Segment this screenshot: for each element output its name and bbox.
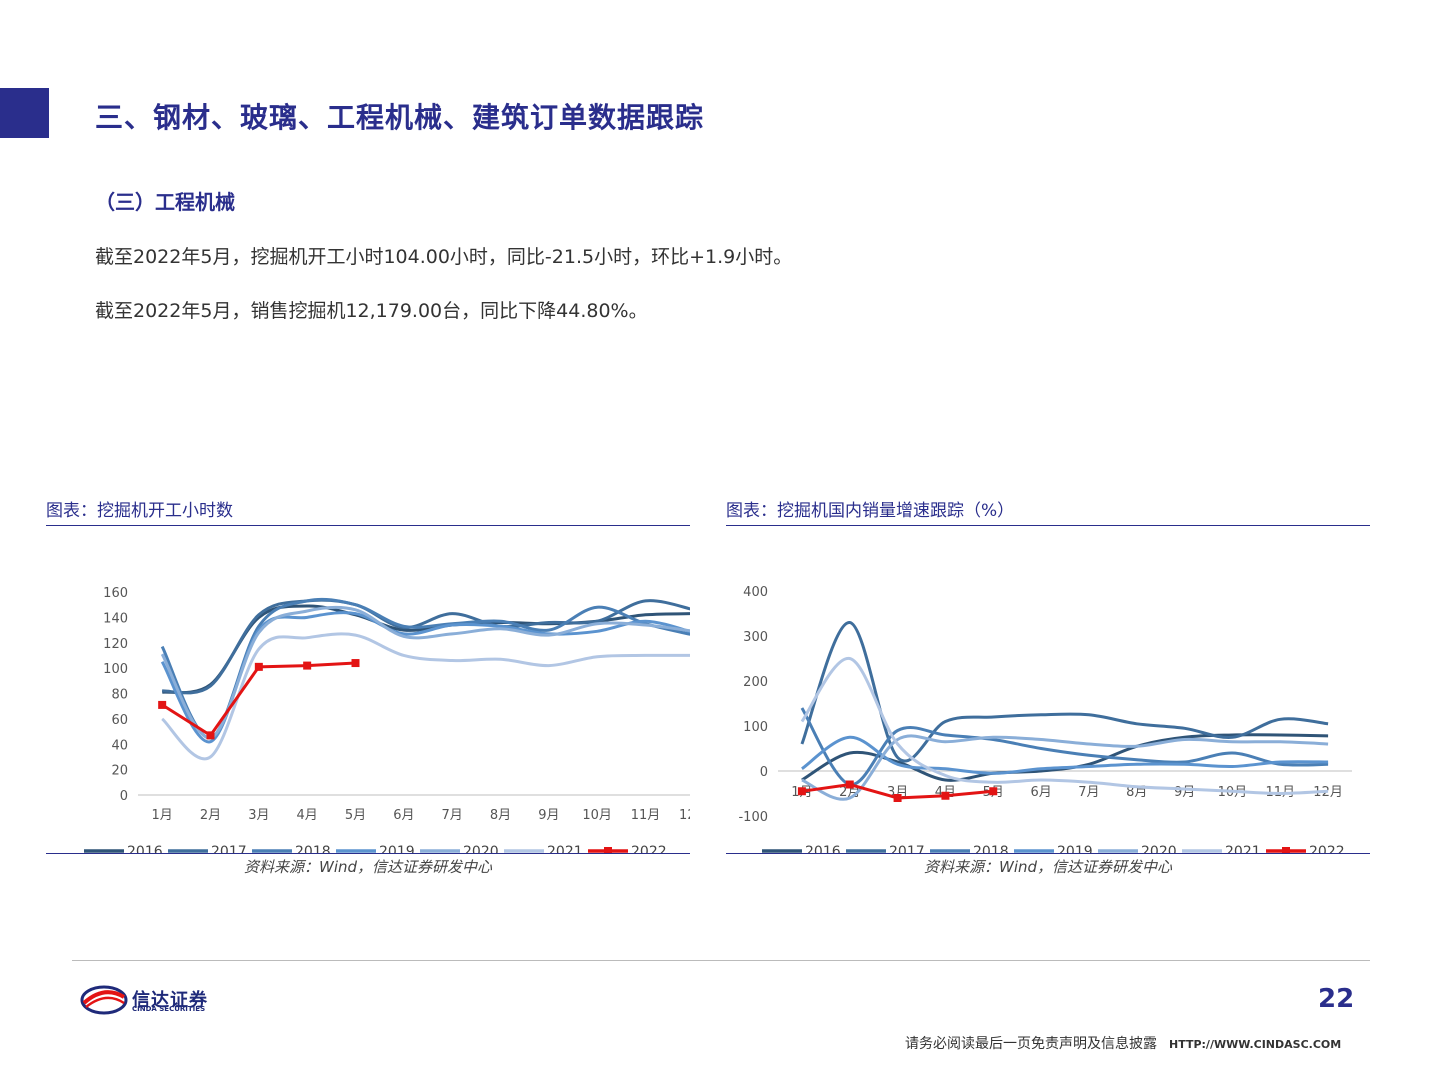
data-point-2022 — [797, 787, 806, 796]
legend-label-2016: 2016 — [805, 844, 841, 853]
x-tick-label: 6月 — [393, 808, 414, 823]
data-point-2022 — [845, 780, 854, 789]
legend-label-2017: 2017 — [889, 844, 925, 853]
series-line-2016 — [161, 604, 690, 695]
y-tick-label: 120 — [103, 637, 128, 652]
y-tick-label: 100 — [743, 720, 768, 735]
y-tick-label: 100 — [103, 662, 128, 677]
x-tick-label: 8月 — [490, 808, 511, 823]
y-tick-label: 200 — [743, 675, 768, 690]
legend-label-2020: 2020 — [1141, 844, 1177, 853]
legend-marker — [604, 847, 612, 853]
y-tick-label: 80 — [111, 688, 128, 703]
x-tick-label: 1月 — [152, 808, 173, 823]
x-tick-label: 5月 — [345, 808, 366, 823]
series-line-2021 — [161, 632, 690, 761]
working-hours-chart: 0 20 40 60 80 100 120 140 160 1月 2月 3月 4月 5月 6月 7月 8月 9月 1… — [84, 586, 690, 853]
series-line-2020 — [801, 734, 1329, 801]
data-point-2022 — [303, 661, 312, 670]
x-tick-label: 11月 — [631, 808, 661, 823]
chart-caption: 图表：挖掘机国内销量增速跟踪（%） — [726, 496, 1370, 526]
legend-label-2020: 2020 — [463, 844, 499, 853]
x-tick-label: 3月 — [248, 808, 269, 823]
sales-growth-chart: -10001002003004001月2月3月4月5月6月7月8月9月10月11… — [738, 585, 1352, 853]
series-line-2017 — [800, 621, 1329, 763]
series-line-2019 — [801, 735, 1329, 775]
x-tick-label: 8月 — [1126, 785, 1147, 800]
legend-label-2019: 2019 — [1057, 844, 1093, 853]
y-tick-label: 40 — [111, 738, 128, 753]
legend-label-2016: 2016 — [127, 844, 163, 853]
footer-disclaimer: 请务必阅读最后一页免责声明及信息披露 HTTP://WWW.CINDASC.COM — [905, 1033, 1341, 1053]
page-number: 22 — [1318, 984, 1355, 1014]
logo-text-en: CINDA SECURITIES — [132, 1005, 206, 1013]
logo-text-cn: 信达证券 — [132, 990, 208, 1011]
footer-url: HTTP://WWW.CINDASC.COM — [1169, 1038, 1342, 1051]
legend-label-2019: 2019 — [379, 844, 415, 853]
x-tick-label: 6月 — [1030, 785, 1051, 800]
legend-label-2022: 2022 — [1309, 844, 1345, 853]
y-tick-label: 300 — [743, 630, 768, 645]
legend-marker — [1282, 847, 1290, 853]
y-tick-label: -100 — [738, 810, 768, 825]
y-tick-label: 0 — [760, 765, 768, 780]
x-tick-label: 4月 — [297, 808, 318, 823]
y-tick-label: 60 — [111, 713, 128, 728]
y-tick-label: 140 — [103, 611, 128, 626]
series-line-2019 — [160, 611, 690, 744]
section-subtitle: （三）工程机械 — [95, 190, 235, 214]
page-title: 三、钢材、玻璃、工程机械、建筑订单数据跟踪 — [95, 101, 705, 134]
footer-divider — [72, 960, 1370, 961]
legend-label-2022: 2022 — [631, 844, 667, 853]
y-tick-label: 20 — [111, 764, 128, 779]
chart-source: 资料来源：Wind，信达证券研发中心 — [46, 853, 690, 877]
title-accent-block — [0, 88, 49, 138]
series-line-2022 — [161, 661, 356, 738]
chart-caption: 图表：挖掘机开工小时数 — [46, 496, 690, 526]
x-tick-label: 7月 — [1078, 785, 1099, 800]
y-tick-label: 160 — [103, 586, 128, 601]
data-point-2022 — [206, 731, 215, 740]
data-point-2022 — [351, 659, 360, 668]
series-line-2020 — [160, 605, 690, 740]
legend-label-2017: 2017 — [211, 844, 247, 853]
paragraph-sales: 截至2022年5月，销售挖掘机12,179.00台，同比下降44.80%。 — [95, 300, 648, 322]
y-tick-label: 400 — [743, 585, 768, 600]
chart-source: 资料来源：Wind，信达证券研发中心 — [726, 853, 1370, 877]
paragraph-working-hours: 截至2022年5月，挖掘机开工小时104.00小时，同比-21.5小时，环比+1… — [95, 246, 793, 268]
series-line-2018 — [800, 707, 1329, 787]
legend-label-2018: 2018 — [973, 844, 1009, 853]
legend-label-2021: 2021 — [1225, 844, 1261, 853]
y-tick-label: 0 — [120, 789, 128, 804]
data-point-2022 — [893, 794, 902, 802]
data-point-2022 — [941, 791, 950, 800]
chart-panel-sales-growth: 图表：挖掘机国内销量增速跟踪（%） -10001002003004001月2月3… — [726, 496, 1370, 877]
disclaimer-text: 请务必阅读最后一页免责声明及信息披露 — [905, 1036, 1157, 1052]
legend-label-2021: 2021 — [547, 844, 583, 853]
series-line-2021 — [800, 656, 1329, 796]
x-tick-label: 10月 — [582, 808, 612, 823]
chart-panel-working-hours: 图表：挖掘机开工小时数 0 20 40 60 80 100 120 140 160 1月 2月 3月 4… — [46, 496, 690, 877]
data-point-2022 — [989, 787, 998, 796]
series-line-2017 — [162, 598, 690, 695]
data-point-2022 — [158, 700, 167, 709]
cinda-logo-icon — [80, 985, 128, 1015]
x-tick-label: 9月 — [538, 808, 559, 823]
data-point-2022 — [254, 662, 263, 671]
x-tick-label: 12月 — [679, 808, 690, 823]
legend-label-2018: 2018 — [295, 844, 331, 853]
x-tick-label: 2月 — [200, 808, 221, 823]
x-tick-label: 7月 — [442, 808, 463, 823]
